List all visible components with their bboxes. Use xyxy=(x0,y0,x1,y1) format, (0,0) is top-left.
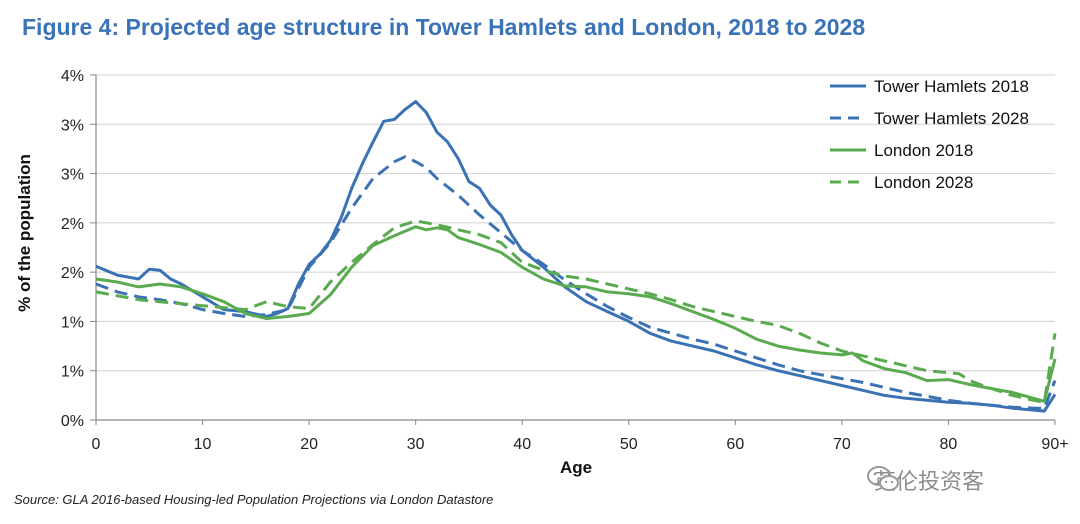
y-axis-title: % of the population xyxy=(15,154,34,312)
x-tick-label: 30 xyxy=(407,436,425,453)
gridlines xyxy=(96,74,1055,372)
source-note: Source: GLA 2016-based Housing-led Popul… xyxy=(14,492,494,507)
x-tick-label: 10 xyxy=(194,436,212,453)
legend-label: London 2028 xyxy=(874,173,973,192)
x-tick-label: 60 xyxy=(726,436,744,453)
y-tick-label: 3% xyxy=(61,117,84,134)
y-tick-label: 2% xyxy=(61,265,84,282)
x-tick-label: 80 xyxy=(940,436,958,453)
y-tick-label: 2% xyxy=(61,216,84,233)
x-tick-label: 20 xyxy=(300,436,318,453)
y-tick-label: 4% xyxy=(61,68,84,85)
series-line-london-2018 xyxy=(95,225,1057,403)
x-tick-label: 90+ xyxy=(1041,436,1068,453)
x-tick-label: 40 xyxy=(513,436,531,453)
watermark: 英伦投资客 xyxy=(866,464,984,496)
chart-title: Figure 4: Projected age structure in Tow… xyxy=(22,14,866,40)
x-axis-ticks: 0 10 20 30 40 50 60 70 80 90+ xyxy=(92,420,1069,453)
x-tick-label: 70 xyxy=(833,436,851,453)
legend: Tower Hamlets 2018 Tower Hamlets 2028 Lond… xyxy=(830,77,1029,192)
x-axis-title: Age xyxy=(560,458,592,477)
y-axis-ticks: 0% 1% 1% 2% 2% 3% 3% 4% xyxy=(61,68,96,430)
series-lines xyxy=(95,100,1057,413)
x-tick-label: 50 xyxy=(620,436,638,453)
series-line-tower-hamlets-2018 xyxy=(95,100,1057,413)
legend-label: Tower Hamlets 2018 xyxy=(874,77,1029,96)
series-line-london-2028 xyxy=(95,219,1057,404)
y-tick-label: 1% xyxy=(61,314,84,331)
legend-label: Tower Hamlets 2028 xyxy=(874,109,1029,128)
y-tick-label: 0% xyxy=(61,413,84,430)
chat-bubbles-icon xyxy=(867,466,899,491)
legend-label: London 2018 xyxy=(874,141,973,160)
y-tick-label: 1% xyxy=(61,364,84,381)
y-tick-label: 3% xyxy=(61,167,84,184)
x-tick-label: 0 xyxy=(92,436,101,453)
